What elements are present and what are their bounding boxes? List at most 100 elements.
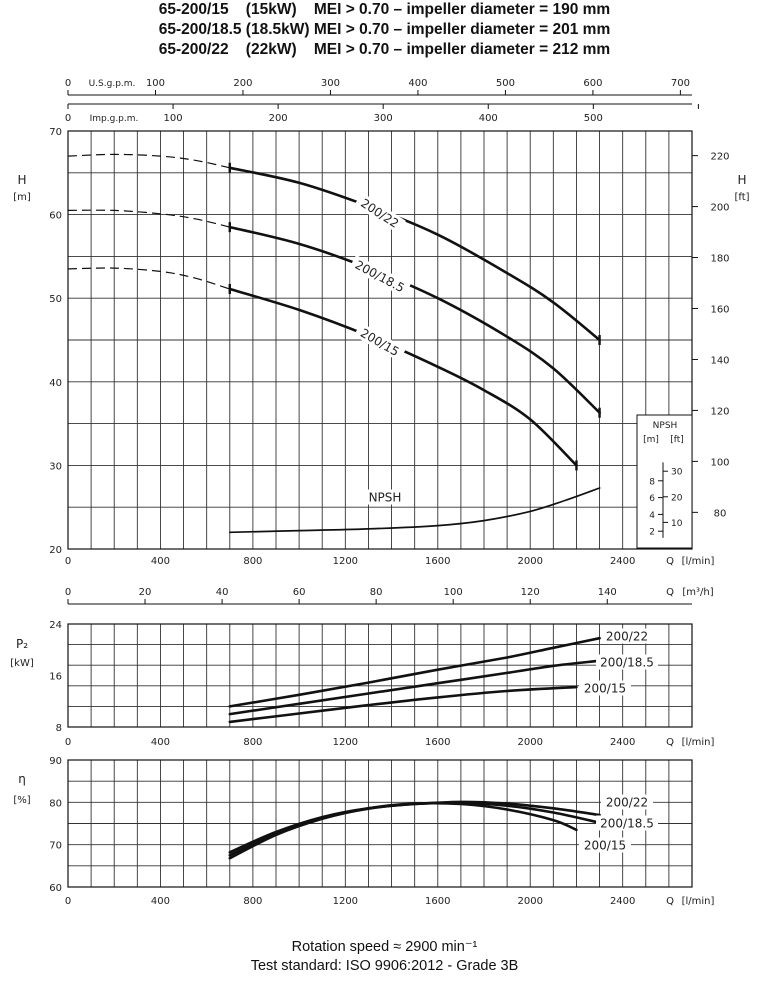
series-label-200-22: 200/22	[606, 630, 648, 644]
y-axis-label: η	[18, 772, 26, 786]
x-tick-label: 2000	[517, 556, 542, 567]
curve-200-15	[228, 287, 578, 467]
header-line-2: 65-200/18.5 (18.5kW) MEI > 0.70 – impell…	[158, 21, 611, 38]
m3h-tick-label: 100	[444, 587, 463, 598]
y-tick-label: 60	[49, 211, 62, 222]
series-label-200-15-group: 200/15	[353, 322, 407, 362]
m3h-tick-label: 80	[370, 587, 383, 598]
curve-200-22	[228, 636, 601, 708]
series-label-200-15-bg	[579, 837, 631, 853]
y-tick-label: 60	[49, 883, 62, 894]
curve-200-15	[228, 685, 578, 724]
panel-power: 0 400 800 1200 1600 2000 2400 Q [l/min] 8 16 24	[49, 620, 714, 748]
x-tick-label: 1200	[333, 737, 358, 748]
series-label-npsh-group: NPSH	[363, 489, 407, 505]
chart-header: 65-200/15 (15kW) MEI > 0.70 – impeller d…	[0, 0, 769, 60]
x-tick-label: 400	[151, 896, 170, 907]
y-tick-label: 50	[49, 294, 62, 305]
series-label-200-15: 200/15	[584, 839, 626, 853]
series-label-200-18-5-group: 200/18.5	[596, 654, 658, 670]
npsh-m-tick-label: 4	[649, 511, 655, 521]
series-label-200-15-bg	[353, 322, 407, 362]
x-axis-unit: [l/min]	[682, 896, 715, 907]
y-tick-label: 80	[49, 798, 62, 809]
x-tick-label: 1600	[425, 896, 450, 907]
series-label-200-22-group: 200/22	[354, 192, 406, 234]
y-right-tick-label: 180	[710, 254, 729, 265]
npsh-inset-unit-ft: [ft]	[670, 435, 684, 445]
series-label-200-22-bg	[354, 192, 406, 234]
y-tick-label: 70	[49, 127, 62, 138]
y-axis-unit: [m]	[13, 192, 31, 203]
m3h-axis-unit: [m³/h]	[682, 587, 713, 598]
series-label-200-22-bg	[601, 628, 653, 644]
usgpm-tick-label: 300	[321, 78, 340, 89]
y-right-tick-label: 200	[710, 203, 729, 214]
x-tick-label: 800	[243, 737, 262, 748]
x-tick-label: 2000	[517, 896, 542, 907]
header-line-1: 65-200/15 (15kW) MEI > 0.70 – impeller d…	[158, 1, 611, 18]
usgpm-tick-label: 600	[583, 78, 602, 89]
x-tick-label: 0	[65, 737, 71, 748]
y-right-tick-label: 220	[710, 152, 729, 163]
m3h-axis-label: Q	[666, 587, 674, 598]
x-tick-label: 2400	[610, 737, 635, 748]
impgpm-tick-label: 300	[374, 113, 393, 124]
m3h-tick-label: 120	[521, 587, 540, 598]
series-label-200-22-group: 200/22	[601, 628, 653, 644]
x-axis-unit: [l/min]	[682, 737, 715, 748]
y-right-tick-label: 140	[710, 355, 729, 366]
m3h-tick-label: 0	[65, 587, 71, 598]
series-label-200-18-5: 200/18.5	[353, 258, 407, 296]
x-tick-label: 1200	[333, 556, 358, 567]
usgpm-tick-label: 500	[496, 78, 515, 89]
npsh-ft-tick-label: 10	[671, 519, 683, 529]
y-axis-label: P₂	[16, 637, 28, 651]
y-axis-label-right: H	[737, 173, 746, 187]
header-line-3: 65-200/22 (22kW) MEI > 0.70 – impeller d…	[158, 41, 611, 58]
npsh-m-tick-label: 2	[649, 528, 655, 538]
series-label-200-22-bg	[601, 794, 653, 810]
curve-200-15	[228, 801, 578, 860]
x-tick-label: 2000	[517, 737, 542, 748]
m3h-tick-label: 20	[139, 587, 152, 598]
plot-frame	[67, 130, 693, 550]
x-tick-label: 800	[243, 896, 262, 907]
impgpm-tick-label: 200	[269, 113, 288, 124]
y-tick-label: 24	[49, 620, 62, 631]
y-tick-label: 70	[49, 841, 62, 852]
series-label-npsh-bg	[363, 489, 407, 505]
series-label-200-15-group: 200/15	[579, 837, 631, 853]
series-label-200-15-group: 200/15	[579, 680, 631, 696]
series-label-npsh: NPSH	[369, 491, 402, 505]
usgpm-tick-label: 200	[233, 78, 252, 89]
y-tick-label: 20	[49, 545, 62, 556]
panel-efficiency: 0 400 800 1200 1600 2000 2400 Q [l/min] 60 70 80 90	[49, 756, 714, 907]
usgpm-axis-label: U.S.g.p.m.	[89, 79, 136, 89]
y-axis-unit-right: [ft]	[734, 192, 749, 203]
series-label-200-15: 200/15	[358, 326, 402, 359]
x-tick-label: 1600	[425, 737, 450, 748]
curve-NPSH	[228, 487, 601, 534]
x-tick-label: 0	[65, 896, 71, 907]
series-label-200-18-5-bg	[349, 254, 411, 298]
x-axis-label: Q	[666, 896, 674, 907]
y-right-tick-label: 160	[710, 304, 729, 315]
plot-frame	[67, 623, 693, 728]
series-label-200-18-5-group: 200/18.5	[596, 815, 658, 831]
x-tick-label: 800	[243, 556, 262, 567]
npsh-inset-title: NPSH	[653, 421, 678, 431]
series-label-200-15: 200/15	[584, 682, 626, 696]
npsh-inset-unit-m: [m]	[643, 435, 659, 445]
rotation-speed-note: Rotation speed ≈ 2900 min⁻¹	[291, 939, 478, 955]
usgpm-tick-label: 0	[65, 78, 71, 89]
series-label-200-15-bg	[579, 680, 631, 696]
y-tick-label: 90	[49, 756, 62, 767]
series-label-200-18-5: 200/18.5	[600, 656, 654, 670]
impgpm-tick-label: 500	[584, 113, 603, 124]
y-tick-label: 16	[49, 672, 62, 683]
y-right-tick-label: 100	[710, 457, 729, 468]
usgpm-tick-label: 700	[671, 78, 690, 89]
x-tick-label: 1600	[425, 556, 450, 567]
